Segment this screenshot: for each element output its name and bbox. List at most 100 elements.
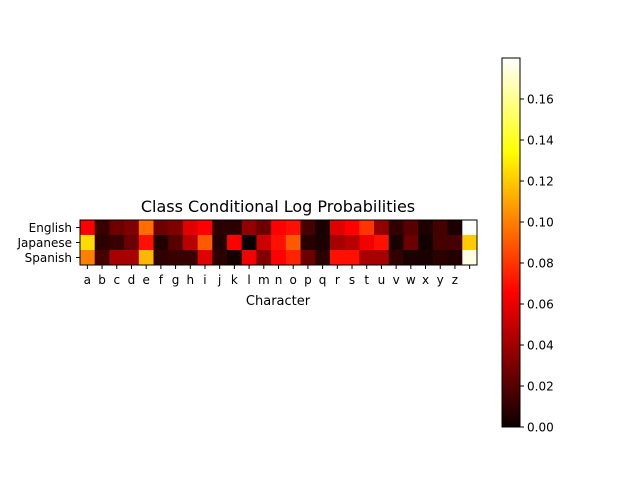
colorbar-tick-label: 0.02 bbox=[527, 380, 554, 394]
heatmap-cell bbox=[197, 250, 213, 266]
x-tick-label: z bbox=[452, 273, 458, 287]
heatmap-cell bbox=[344, 250, 360, 266]
heatmap-cell bbox=[374, 220, 390, 236]
colorbar-tick-label: 0.10 bbox=[527, 216, 554, 230]
heatmap-cell bbox=[94, 235, 110, 251]
x-tick-label: k bbox=[231, 273, 238, 287]
heatmap-cell bbox=[462, 250, 478, 266]
x-tick-label: j bbox=[217, 273, 221, 287]
heatmap-cell bbox=[403, 235, 419, 251]
heatmap-cell bbox=[182, 220, 199, 236]
heatmap-cell bbox=[329, 250, 346, 266]
x-tick-label: f bbox=[159, 273, 164, 287]
heatmap-cell bbox=[80, 235, 96, 251]
heatmap-cell bbox=[241, 250, 257, 266]
heatmap-cell bbox=[138, 235, 154, 251]
x-tick-label: a bbox=[84, 273, 91, 287]
heatmap-cell bbox=[241, 220, 257, 236]
x-tick-label: v bbox=[393, 273, 400, 287]
heatmap-cell bbox=[388, 250, 404, 266]
heatmap-cell bbox=[315, 220, 331, 236]
colorbar bbox=[501, 57, 521, 428]
colorbar-tick-label: 0.04 bbox=[527, 339, 554, 353]
x-tick-label: s bbox=[349, 273, 355, 287]
colorbar-ticks: 0.00 0.02 0.04 0.06 0.08 0.10 0.12 0.14 0.16 bbox=[520, 93, 554, 435]
heatmap-cell bbox=[271, 220, 287, 236]
heatmap-cell bbox=[138, 220, 154, 236]
heatmap-cell bbox=[418, 220, 434, 236]
x-tick-label: u bbox=[378, 273, 386, 287]
x-tick-label: b bbox=[98, 273, 106, 287]
heatmap-cell bbox=[124, 250, 140, 266]
heatmap-cell bbox=[447, 220, 463, 236]
heatmap-cell bbox=[329, 220, 346, 236]
x-tick-label: e bbox=[142, 273, 149, 287]
x-tick-label: d bbox=[128, 273, 136, 287]
heatmap-cell bbox=[80, 220, 96, 236]
heatmap-cell bbox=[300, 220, 316, 236]
heatmap-cell bbox=[403, 250, 419, 266]
heatmap-cell bbox=[271, 250, 287, 266]
colorbar-tick-label: 0.08 bbox=[527, 257, 554, 271]
colorbar-tick-label: 0.16 bbox=[527, 93, 554, 107]
heatmap-cell bbox=[432, 220, 448, 236]
y-tick-label: Spanish bbox=[25, 251, 72, 265]
heatmap-cell bbox=[329, 235, 346, 251]
x-tick-label: q bbox=[319, 273, 327, 287]
heatmap-cell bbox=[109, 235, 125, 251]
heatmap-cell bbox=[168, 250, 184, 266]
heatmap-cell bbox=[359, 235, 375, 251]
heatmap-cell bbox=[94, 250, 110, 266]
x-tick-label: o bbox=[290, 273, 297, 287]
heatmap-cell bbox=[374, 250, 390, 266]
heatmap-cell bbox=[462, 220, 478, 236]
heatmap-cell bbox=[153, 235, 169, 251]
heatmap-cell bbox=[462, 235, 478, 251]
heatmap-cell bbox=[285, 250, 301, 266]
heatmap-cell bbox=[256, 250, 272, 266]
heatmap-cell bbox=[153, 250, 169, 266]
x-tick-label: l bbox=[247, 273, 250, 287]
heatmap-cell bbox=[403, 220, 419, 236]
colorbar-tick-label: 0.14 bbox=[527, 134, 554, 148]
chart-title: Class Conditional Log Probabilities bbox=[141, 197, 415, 216]
heatmap-cell bbox=[432, 250, 448, 266]
x-tick-label: y bbox=[437, 273, 444, 287]
heatmap-cell bbox=[344, 235, 360, 251]
heatmap-cell bbox=[285, 235, 301, 251]
x-tick-label: w bbox=[406, 273, 416, 287]
heatmap-cell bbox=[418, 250, 434, 266]
y-tick-label: Japanese bbox=[17, 236, 73, 250]
heatmap-cell bbox=[315, 235, 331, 251]
heatmap-cell bbox=[182, 235, 199, 251]
heatmap-cell bbox=[256, 220, 272, 236]
heatmap-cell bbox=[124, 220, 140, 236]
heatmap-cell bbox=[168, 220, 184, 236]
heatmap-cell bbox=[182, 250, 199, 266]
x-tick-label: c bbox=[113, 273, 120, 287]
heatmap-cell bbox=[359, 220, 375, 236]
heatmap-cell bbox=[315, 250, 331, 266]
heatmap-cell bbox=[138, 250, 154, 266]
heatmap-cell bbox=[80, 250, 96, 266]
heatmap-cell bbox=[374, 235, 390, 251]
x-axis-label: Character bbox=[246, 294, 311, 309]
x-tick-label: t bbox=[364, 273, 369, 287]
x-tick-label: p bbox=[304, 273, 312, 287]
heatmap-cell bbox=[271, 235, 287, 251]
heatmap-cell bbox=[227, 235, 243, 251]
heatmap-cell bbox=[124, 235, 140, 251]
heatmap-cell bbox=[109, 250, 125, 266]
heatmap-cell bbox=[418, 235, 434, 251]
heatmap-cell bbox=[212, 235, 228, 251]
x-tick-label: i bbox=[203, 273, 206, 287]
colorbar-tick-label: 0.00 bbox=[527, 421, 554, 435]
heatmap-cell bbox=[227, 220, 243, 236]
x-tick-label: m bbox=[258, 273, 270, 287]
heatmap-cell bbox=[94, 220, 110, 236]
heatmap-cell bbox=[388, 235, 404, 251]
heatmap-cell bbox=[227, 250, 243, 266]
heatmap-cell bbox=[109, 220, 125, 236]
heatmap-cell bbox=[285, 220, 301, 236]
